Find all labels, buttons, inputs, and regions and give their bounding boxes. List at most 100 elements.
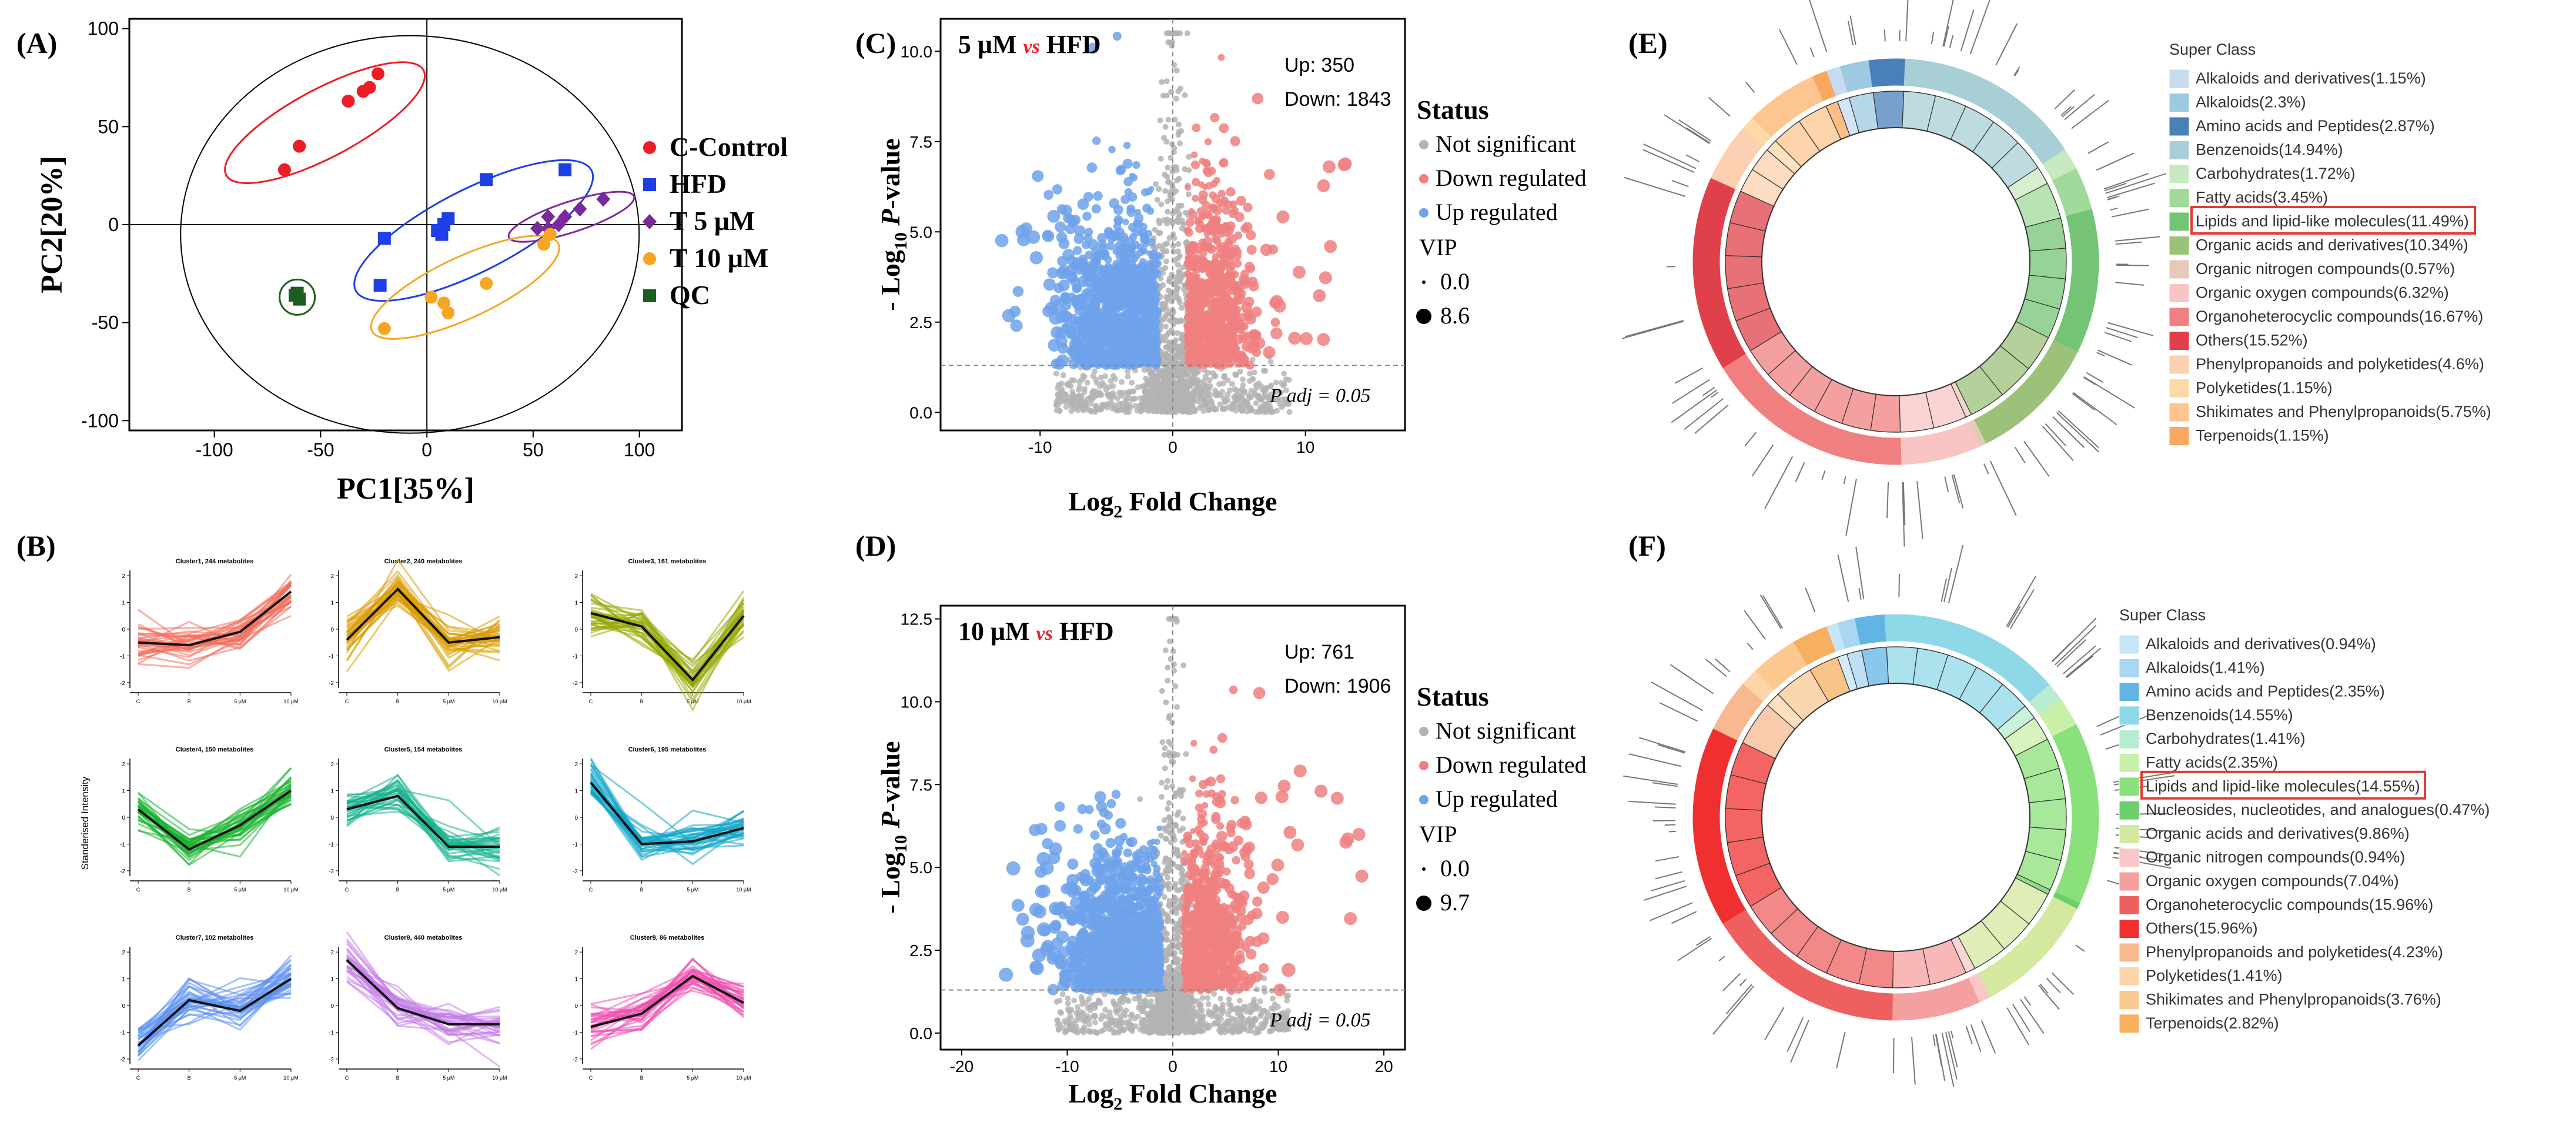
volcano-point-ns [1173, 920, 1179, 927]
volcano-point-ns [1195, 386, 1202, 393]
volcano-point-ns [1162, 1023, 1169, 1030]
volcano-point-up [1101, 302, 1109, 310]
volcano-point-ns [1168, 1022, 1175, 1028]
cluster-mean-line [137, 789, 292, 851]
pca-point [437, 296, 451, 310]
volcano-point-ns [1210, 370, 1216, 376]
volcano-point-down [1205, 243, 1214, 252]
volcano-point-down [1210, 308, 1219, 316]
pca-x-tick-label: -50 [307, 439, 334, 460]
cluster-y-tick-label: -2 [329, 1057, 334, 1063]
volcano-point-ns [1165, 208, 1171, 215]
volcano-point-ns [1153, 385, 1159, 391]
volcano-point-ns [1176, 253, 1183, 259]
pca-point [377, 232, 391, 245]
volcano-point-down [1211, 270, 1219, 278]
volcano-point-up [1116, 328, 1125, 337]
volcano-point-ns [1149, 1004, 1156, 1010]
volcano-point-up [1015, 225, 1030, 239]
cluster-member-line [346, 803, 500, 859]
volcano-point-ns [1171, 149, 1177, 155]
cluster-x-tick-label: 5 μM [443, 887, 454, 893]
cluster-title: Cluster8, 440 metabolites [384, 934, 463, 941]
volcano-point-down [1226, 187, 1236, 197]
volcano-point-ns [1143, 382, 1150, 388]
cluster-member-line [138, 974, 292, 1030]
volcano-point-up [1049, 312, 1062, 325]
cluster-y-tick-label: -1 [120, 653, 125, 660]
volcano-point-ns [1237, 368, 1243, 375]
volcano-point-down [1199, 212, 1206, 219]
volcano-point-ns [1162, 123, 1169, 130]
volcano-point-up [1126, 308, 1133, 315]
volcano-point-down [1193, 246, 1202, 254]
volcano-point-down [1322, 160, 1336, 173]
volcano-point-ns [1182, 92, 1188, 98]
volcano-point-ns [1178, 879, 1185, 886]
volcano-point-ns [1253, 400, 1259, 406]
cluster-x-tick-label: 10 μM [736, 699, 751, 704]
panel-label-a: (A) [16, 26, 57, 59]
volcano-point-down [1196, 359, 1203, 365]
cluster-y-tick-label: 2 [122, 573, 125, 580]
cluster-y-tick-label: -2 [120, 869, 125, 875]
volcano-point-down [1192, 178, 1200, 186]
cluster-y-tick-label: 0 [122, 627, 125, 633]
volcano-point-ns [1159, 1008, 1166, 1015]
volcano-point-ns [1188, 377, 1195, 383]
volcano-point-ns [1177, 317, 1184, 323]
volcano-point-ns [1176, 140, 1183, 146]
volcano-point-down [1202, 158, 1210, 167]
volcano-y-tick-label: 5.0 [909, 223, 932, 241]
volcano-point-ns [1170, 370, 1177, 376]
volcano-point-ns [1243, 402, 1250, 409]
volcano-point-down [1276, 210, 1290, 223]
volcano-point-ns [1129, 379, 1135, 386]
volcano-point-ns [1175, 934, 1181, 940]
cluster-member-line [137, 965, 292, 1061]
volcano-point-down [1212, 215, 1222, 225]
cluster-member-line [138, 583, 292, 657]
volcano-point-ns [1241, 388, 1247, 395]
volcano-point-ns [1142, 997, 1148, 1003]
volcano-point-up [1047, 267, 1059, 279]
volcano-point-ns [1175, 350, 1181, 357]
volcano-point-ns [1129, 388, 1136, 395]
cluster-mean-line [137, 977, 292, 1047]
volcano-point-ns [1169, 829, 1175, 835]
volcano-point-down [1227, 233, 1237, 244]
volcano-point-ns [1172, 208, 1179, 215]
volcano-point-ns [1123, 389, 1130, 396]
volcano-point-down [1324, 240, 1337, 253]
volcano-point-down [1288, 332, 1302, 345]
volcano-point-up [1122, 158, 1133, 169]
volcano-point-ns [1065, 995, 1071, 1001]
cluster-trend-grid: Standerised Intensity Cluster1, 244 meta… [79, 558, 751, 1081]
volcano-point-ns [1157, 155, 1164, 162]
volcano-point-ns [1176, 278, 1183, 285]
volcano-point-up [1120, 278, 1129, 288]
volcano-point-ns [1174, 863, 1180, 870]
cluster-x-tick-label: B [396, 699, 400, 704]
volcano-point-ns [1182, 209, 1189, 216]
volcano-point-up [1068, 359, 1079, 369]
volcano-x-tick-label: 10 [1296, 438, 1314, 456]
volcano-point-down [1319, 271, 1332, 285]
volcano-point-ns [1169, 141, 1175, 148]
volcano-point-up [1076, 340, 1085, 350]
volcano-point-ns [1177, 1010, 1183, 1016]
volcano-point-ns [1065, 380, 1072, 387]
volcano-point-ns [1173, 619, 1180, 625]
cluster-y-tick-label: 2 [330, 573, 334, 580]
volcano-point-up [1093, 191, 1103, 201]
cluster-member-line [590, 774, 744, 839]
volcano-point-ns [1163, 78, 1170, 85]
volcano-point-ns [1227, 387, 1233, 393]
volcano-point-up [1118, 341, 1126, 349]
cluster-mean-line [590, 974, 744, 1028]
volcano-point-ns [1206, 407, 1213, 413]
volcano-point-up [995, 233, 1009, 248]
volcano-point-up [1120, 250, 1128, 258]
volcano-point-ns [1122, 1013, 1128, 1019]
pca-legend-label: T 10 μM [670, 243, 768, 273]
